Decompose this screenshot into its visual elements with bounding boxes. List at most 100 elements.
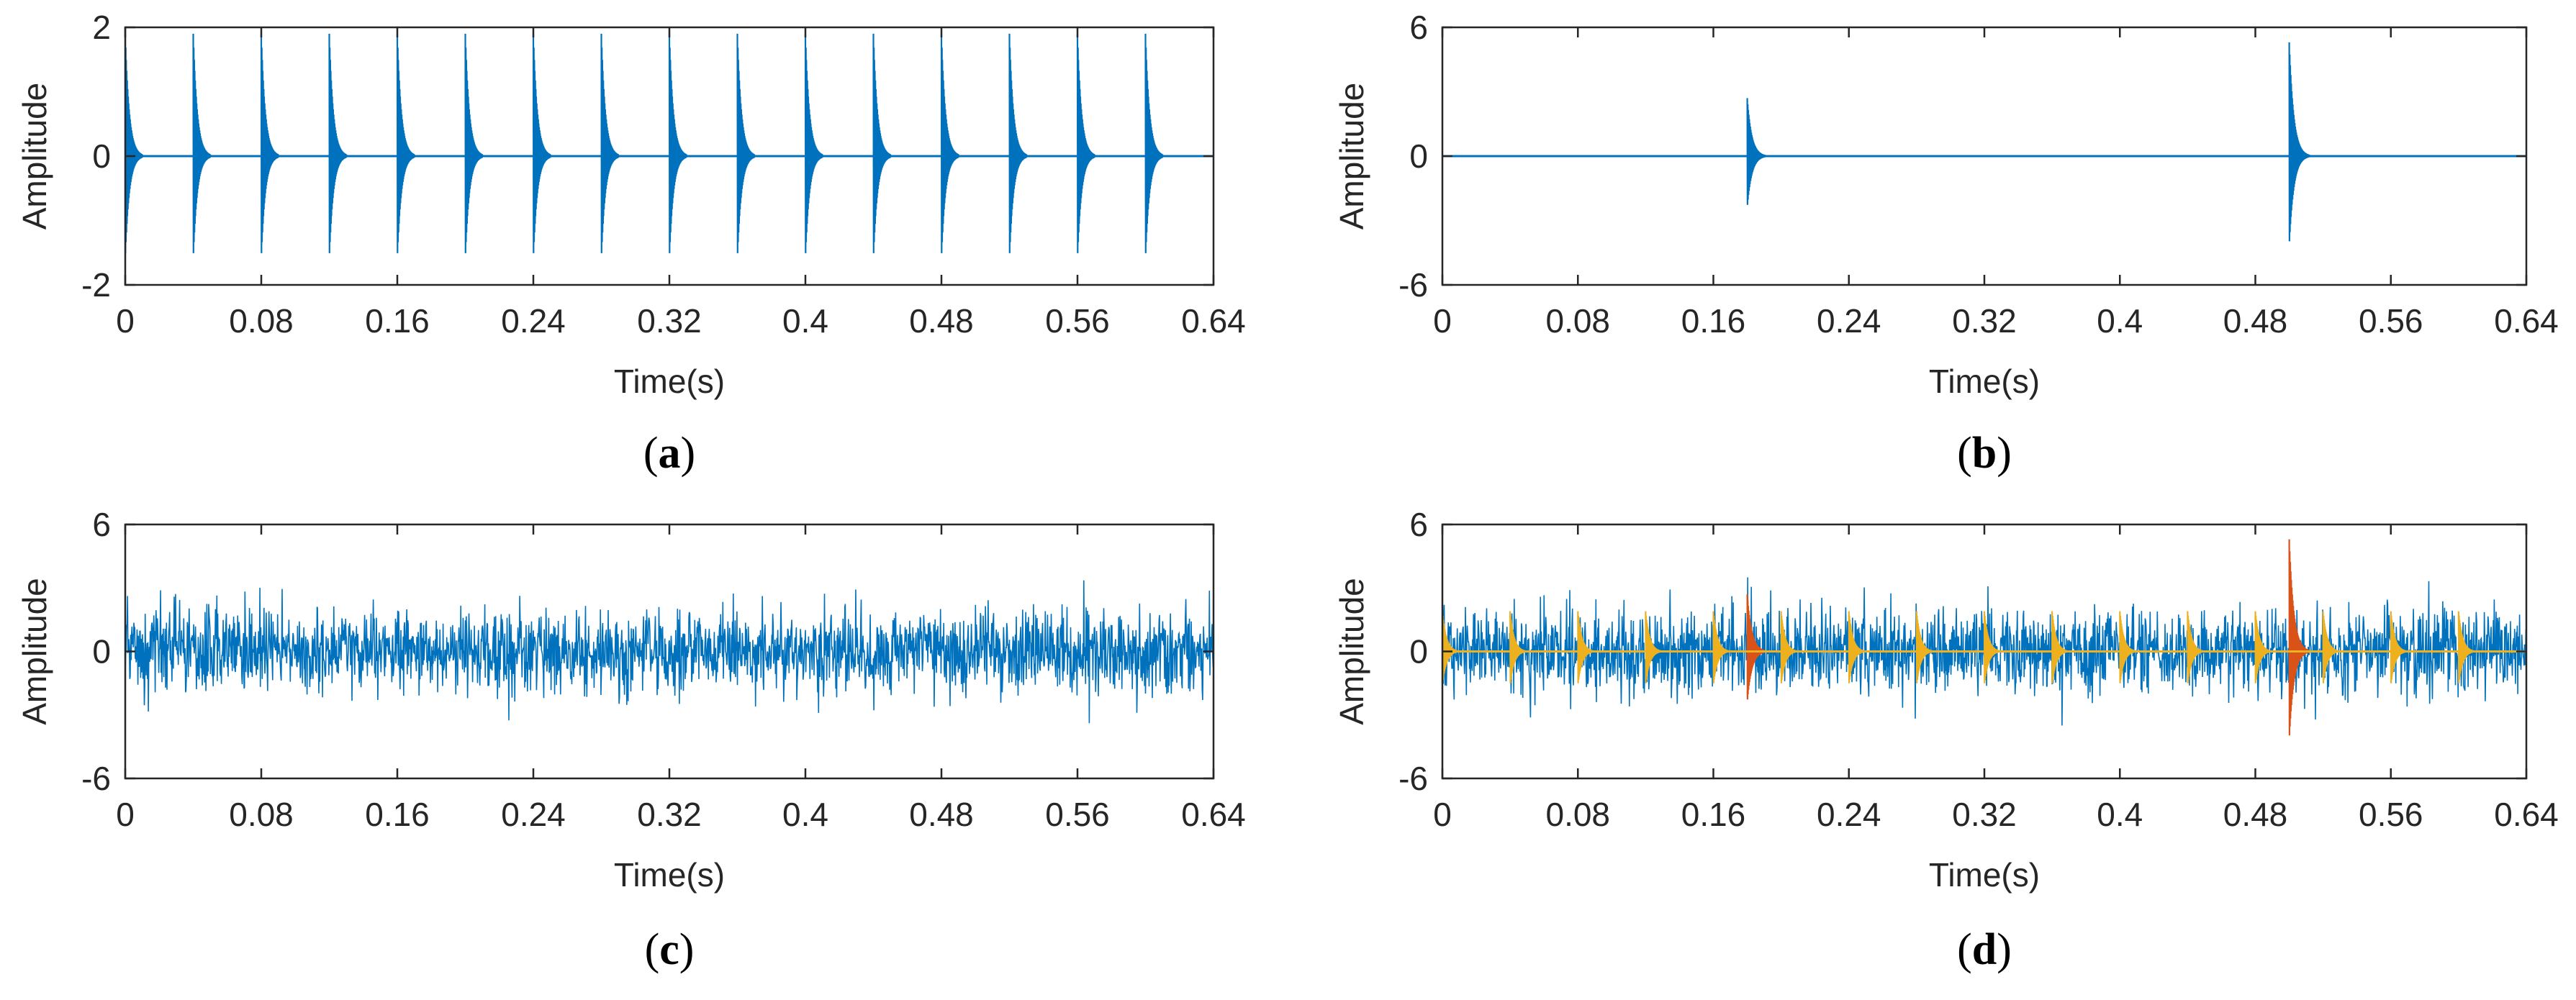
y-tick-label: 0	[92, 137, 111, 175]
series-periodic-impulses	[125, 33, 1214, 253]
event-1	[2288, 42, 2310, 242]
x-tick-label: 0.24	[1817, 796, 1881, 833]
impulse-10	[804, 33, 823, 253]
impulse-6	[532, 33, 551, 253]
y-tick-label: 0	[92, 633, 111, 671]
x-tick-label: 0.4	[2097, 302, 2143, 340]
x-tick-label: 0.4	[2097, 796, 2143, 833]
plot-area	[1442, 42, 2526, 242]
x-tick-label: 0.64	[2494, 302, 2559, 340]
x-tick-label: 0.4	[782, 796, 828, 833]
x-tick-label: 0.48	[2223, 302, 2288, 340]
x-tick-label: 0	[1433, 302, 1452, 340]
x-tick-label: 0	[1433, 796, 1452, 833]
x-tick-label: 0.16	[365, 796, 430, 833]
impulse-15	[2457, 611, 2477, 683]
x-tick-label: 0.56	[2359, 302, 2423, 340]
impulse-5	[464, 33, 484, 253]
chart-panel-d: 0 0.08 0.16 0.24 0.32 0.4 0.48 0.56 0.64-606Time…	[1333, 506, 2559, 974]
x-tick-label: 0.48	[909, 796, 974, 833]
panel-label: (c)	[645, 925, 695, 974]
impulse-14	[2390, 611, 2409, 683]
y-axis-label: Amplitude	[16, 578, 53, 725]
plot-area	[125, 33, 1214, 253]
plot-area	[125, 580, 1214, 724]
x-axis-label: Time(s)	[614, 856, 725, 894]
chart-panel-b: 0 0.08 0.16 0.24 0.32 0.4 0.48 0.56 0.64-606Time…	[1333, 9, 2559, 478]
x-tick-label: 0.4	[782, 302, 828, 340]
panel-label: (a)	[643, 429, 695, 478]
series-random-impulses	[1442, 42, 2526, 242]
y-tick-label: 6	[1409, 506, 1428, 543]
y-tick-label: 0	[1409, 633, 1428, 671]
impulse-7	[600, 33, 620, 253]
impulse-4	[1712, 611, 1732, 683]
impulse-11	[2187, 611, 2205, 683]
impulse-2	[1577, 611, 1596, 683]
impulse-3	[1645, 611, 1663, 683]
impulse-4	[396, 33, 415, 253]
x-tick-label: 0.56	[2359, 796, 2423, 833]
x-tick-label: 0.24	[501, 796, 566, 833]
impulse-14	[1076, 33, 1095, 253]
impulse-12	[940, 33, 959, 253]
impulse-0	[125, 33, 143, 253]
impulse-9	[736, 33, 756, 253]
panel-label: (b)	[1957, 429, 2012, 478]
impulse-10	[2119, 611, 2138, 683]
impulse-8	[668, 33, 687, 253]
x-tick-label: 0.08	[1545, 796, 1610, 833]
panel-label: (d)	[1957, 925, 2012, 974]
y-tick-label: -6	[1398, 266, 1428, 304]
series-periodic-impulses	[1442, 611, 2526, 683]
x-tick-label: 0.48	[909, 302, 974, 340]
x-tick-label: 0.08	[1545, 302, 1610, 340]
impulse-3	[328, 33, 348, 253]
impulse-0	[1442, 611, 1460, 683]
y-tick-label: 0	[1409, 137, 1428, 175]
series-line-noise	[125, 580, 1214, 724]
x-tick-label: 0.64	[2494, 796, 2559, 833]
x-tick-label: 0.56	[1045, 302, 1110, 340]
x-tick-label: 0.08	[229, 302, 294, 340]
y-tick-label: -2	[81, 266, 111, 304]
impulse-5	[1780, 611, 1799, 683]
x-tick-label: 0.16	[1681, 796, 1746, 833]
chart-panel-c: 0 0.08 0.16 0.24 0.32 0.4 0.48 0.56 0.64-606Time…	[16, 506, 1246, 974]
y-tick-label: 2	[92, 9, 111, 46]
x-tick-label: 0.24	[1817, 302, 1881, 340]
impulse-1	[192, 33, 212, 253]
impulse-6	[1848, 611, 1867, 683]
y-axis-label: Amplitude	[16, 83, 53, 230]
event-1	[2288, 539, 2310, 736]
impulse-2	[260, 33, 279, 253]
y-tick-label: 6	[1409, 9, 1428, 46]
x-tick-label: 0.24	[501, 302, 566, 340]
plot-area	[1442, 539, 2526, 736]
x-tick-label: 0.48	[2223, 796, 2288, 833]
impulse-15	[1144, 33, 1164, 253]
x-tick-label: 0.56	[1045, 796, 1110, 833]
x-tick-label: 0.32	[1952, 302, 2017, 340]
impulse-8	[1983, 611, 2002, 683]
x-axis-label: Time(s)	[1929, 856, 2040, 894]
x-axis-label: Time(s)	[1929, 363, 2040, 400]
x-tick-label: 0.64	[1181, 796, 1246, 833]
y-tick-label: -6	[1398, 760, 1428, 797]
chart-panel-a: 0 0.08 0.16 0.24 0.32 0.4 0.48 0.56 0.64-202Time…	[16, 9, 1246, 478]
y-axis-label: Amplitude	[1333, 83, 1370, 230]
x-tick-label: 0.32	[637, 796, 702, 833]
x-tick-label: 0.16	[1681, 302, 1746, 340]
y-tick-label: -6	[81, 760, 111, 797]
impulse-7	[1915, 611, 1935, 683]
event-0	[1746, 98, 1768, 205]
x-tick-label: 0.32	[1952, 796, 2017, 833]
x-tick-label: 0	[116, 302, 135, 340]
x-tick-label: 0.16	[365, 302, 430, 340]
x-tick-label: 0.32	[637, 302, 702, 340]
impulse-12	[2254, 611, 2274, 683]
x-axis-label: Time(s)	[614, 363, 725, 400]
y-axis-label: Amplitude	[1333, 578, 1370, 725]
impulse-13	[2322, 611, 2341, 683]
